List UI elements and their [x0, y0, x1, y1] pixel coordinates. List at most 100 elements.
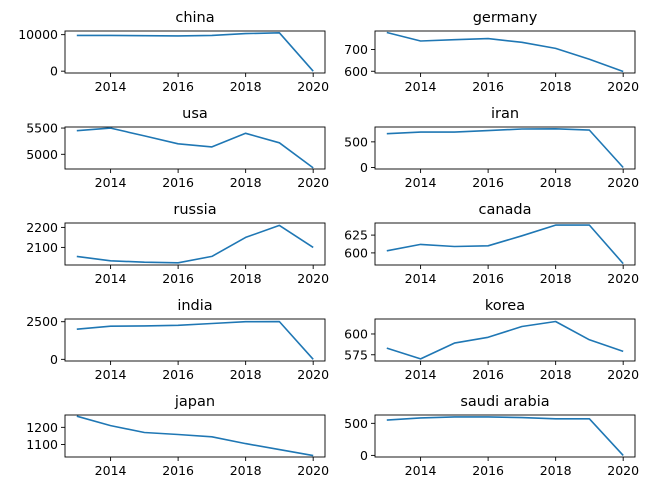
x-tick-label: 2018 [230, 175, 262, 190]
x-tick-label: 2016 [162, 79, 194, 94]
y-tick-label: 2100 [26, 240, 58, 255]
x-tick-label: 2020 [607, 463, 639, 478]
x-tick-label: 2018 [540, 367, 572, 382]
x-tick-label: 2014 [405, 175, 437, 190]
subplot-title: iran [491, 106, 519, 122]
subplot-canada: canada 2014 2016 2018 2020 600 625 [344, 202, 639, 286]
subplot-title: canada [478, 202, 531, 218]
x-tick-label: 2014 [95, 175, 127, 190]
series-line-saudi-arabia [386, 416, 624, 456]
x-tick-label: 2020 [607, 79, 639, 94]
subplot-title: saudi arabia [460, 394, 549, 410]
x-tick-label: 2020 [297, 367, 329, 382]
y-tick-label: 10000 [18, 27, 58, 42]
x-tick-label: 2014 [405, 367, 437, 382]
x-tick-label: 2016 [162, 271, 194, 286]
subplot-title: germany [473, 10, 538, 26]
subplot-title: china [175, 10, 214, 26]
x-tick-label: 2014 [405, 271, 437, 286]
x-tick-label: 2014 [405, 463, 437, 478]
x-tick-label: 2020 [607, 175, 639, 190]
x-tick-label: 2018 [230, 79, 262, 94]
subplot-china: china 2014 2016 2018 2020 0 10000 [18, 10, 329, 94]
series-line-japan [76, 415, 314, 457]
x-tick-label: 2014 [95, 463, 127, 478]
x-tick-label: 2020 [607, 271, 639, 286]
x-tick-label: 2016 [472, 367, 504, 382]
x-tick-label: 2016 [472, 271, 504, 286]
x-tick-label: 2020 [297, 79, 329, 94]
axes-frame [374, 414, 636, 458]
x-tick-label: 2014 [405, 79, 437, 94]
subplot-germany: germany 2014 2016 2018 2020 600 700 [344, 10, 639, 94]
y-tick-label: 0 [50, 64, 58, 79]
subplot-russia: russia 2014 2016 2018 2020 2100 2200 [26, 202, 329, 286]
subplot-saudi-arabia: saudi arabia 2014 2016 2018 2020 0 500 [344, 394, 639, 478]
subplot-iran: iran 2014 2016 2018 2020 0 500 [344, 106, 639, 190]
x-tick-label: 2018 [230, 271, 262, 286]
subplot-title: korea [485, 298, 525, 314]
y-tick-label: 575 [344, 347, 368, 362]
subplot-usa: usa 2014 2016 2018 2020 5000 5500 [26, 106, 329, 190]
y-tick-label: 500 [344, 134, 368, 149]
axes-frame [64, 318, 326, 362]
x-tick-label: 2020 [607, 367, 639, 382]
axes-frame [64, 222, 326, 266]
y-tick-label: 0 [50, 352, 58, 367]
axes-frame [374, 126, 636, 170]
series-line-usa [76, 127, 314, 169]
x-tick-label: 2014 [95, 79, 127, 94]
x-tick-label: 2016 [162, 175, 194, 190]
axes-frame [374, 222, 636, 266]
y-tick-label: 2500 [26, 314, 58, 329]
x-tick-label: 2014 [95, 367, 127, 382]
x-tick-label: 2018 [230, 463, 262, 478]
subplot-title: russia [173, 202, 216, 218]
y-tick-label: 500 [344, 416, 368, 431]
y-tick-label: 600 [344, 326, 368, 341]
x-tick-label: 2020 [297, 175, 329, 190]
axes-frame [64, 30, 326, 74]
x-tick-label: 2016 [162, 463, 194, 478]
y-tick-label: 5000 [26, 147, 58, 162]
axes-frame [64, 126, 326, 170]
x-tick-label: 2018 [540, 79, 572, 94]
subplot-japan: japan 2014 2016 2018 2020 1100 1200 [26, 394, 329, 478]
x-tick-label: 2016 [472, 175, 504, 190]
subplot-title: usa [182, 106, 208, 122]
axes-frame [64, 414, 326, 458]
y-tick-label: 600 [344, 245, 368, 260]
subplot-title: india [177, 298, 212, 314]
y-tick-label: 700 [344, 42, 368, 57]
series-line-russia [76, 224, 314, 264]
subplot-india: india 2014 2016 2018 2020 0 2500 [26, 298, 329, 382]
y-tick-label: 1100 [26, 437, 58, 452]
x-tick-label: 2018 [540, 463, 572, 478]
series-line-korea [386, 320, 624, 360]
series-line-india [76, 320, 314, 360]
series-line-iran [386, 128, 624, 169]
series-line-germany [386, 31, 624, 73]
y-tick-label: 1200 [26, 420, 58, 435]
x-tick-label: 2016 [472, 79, 504, 94]
y-tick-label: 0 [360, 448, 368, 463]
y-tick-label: 600 [344, 64, 368, 79]
x-tick-label: 2020 [297, 271, 329, 286]
x-tick-label: 2016 [162, 367, 194, 382]
axes-frame [374, 318, 636, 362]
y-tick-label: 5500 [26, 121, 58, 136]
y-tick-label: 2200 [26, 220, 58, 235]
x-tick-label: 2018 [230, 367, 262, 382]
series-line-canada [386, 224, 624, 265]
x-tick-label: 2020 [297, 463, 329, 478]
subplot-title: japan [174, 394, 215, 410]
axes-frame [374, 30, 636, 74]
x-tick-label: 2018 [540, 175, 572, 190]
x-tick-label: 2016 [472, 463, 504, 478]
x-tick-label: 2014 [95, 271, 127, 286]
subplot-korea: korea 2014 2016 2018 2020 575 600 [344, 298, 639, 382]
x-tick-label: 2018 [540, 271, 572, 286]
y-tick-label: 625 [344, 228, 368, 243]
y-tick-label: 0 [360, 160, 368, 175]
